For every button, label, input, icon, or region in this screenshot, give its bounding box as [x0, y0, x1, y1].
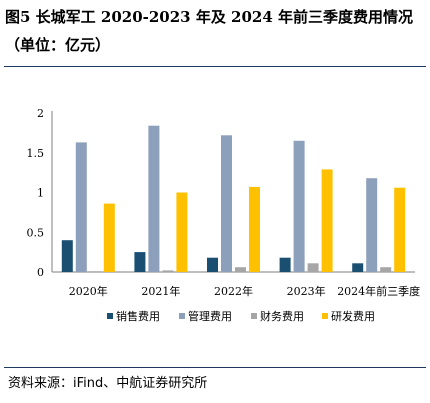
legend-swatch-1	[179, 313, 185, 319]
x-tick-label: 2020年	[69, 284, 108, 298]
bar-sales-1	[134, 252, 146, 272]
bar-admin-1	[148, 125, 160, 272]
bar-sales-3	[279, 257, 291, 272]
source-divider	[4, 367, 426, 368]
bar-sales-2	[207, 257, 218, 272]
legend-swatch-0	[107, 313, 113, 319]
y-tick-label: 2	[37, 107, 44, 120]
bar-admin-0	[75, 142, 87, 272]
legend-label-0: 销售费用	[116, 309, 160, 323]
legend-label-2: 财务费用	[260, 309, 304, 323]
bar-rd-4	[394, 187, 406, 272]
bar-rd-0	[103, 203, 115, 272]
bar-rd-2	[249, 186, 260, 272]
legend-label-1: 管理费用	[188, 309, 232, 323]
y-tick-label: 0	[37, 266, 44, 279]
bar-admin-2	[221, 135, 232, 272]
legend-swatch-3	[322, 313, 328, 319]
x-tick-label: 2024年前三季度	[337, 284, 420, 298]
bar-sales-4	[352, 263, 364, 272]
bar-admin-3	[293, 140, 305, 272]
bar-rd-3	[321, 169, 333, 272]
y-tick-label: 1	[37, 187, 44, 200]
legend-label-3: 研发费用	[331, 309, 375, 323]
x-tick-label: 2022年	[214, 284, 253, 298]
y-tick-label: 1.5	[27, 147, 45, 160]
x-tick-label: 2021年	[141, 284, 180, 298]
bar-finance-0	[89, 271, 101, 272]
bar-finance-2	[235, 267, 246, 272]
bar-finance-1	[162, 270, 174, 272]
bar-rd-1	[176, 192, 188, 272]
figure-title: 图5 长城军工 2020-2023 年及 2024 年前三季度费用情况（单位：亿…	[5, 8, 414, 54]
bar-admin-4	[366, 178, 378, 272]
bar-sales-0	[61, 240, 73, 272]
source-note: 资料来源：iFind、中航证券研究所	[8, 376, 208, 391]
legend-swatch-2	[251, 313, 257, 319]
x-tick-label: 2023年	[287, 284, 326, 298]
bar-finance-4	[380, 267, 392, 272]
bar-finance-3	[307, 263, 319, 272]
y-tick-label: 0.5	[27, 226, 45, 239]
title-divider	[4, 66, 426, 67]
